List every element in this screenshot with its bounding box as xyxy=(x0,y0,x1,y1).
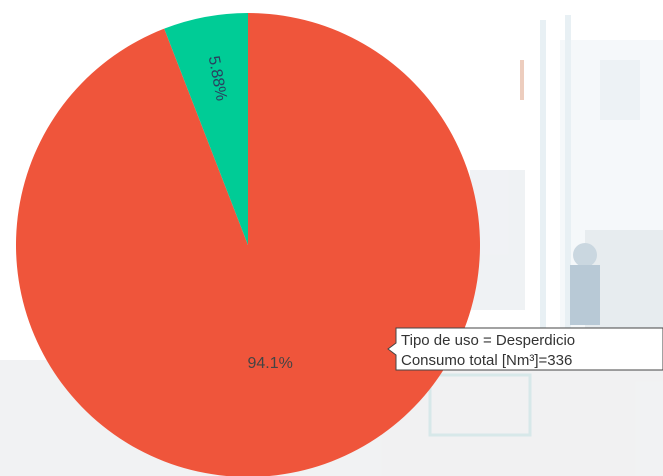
screen: 94.1%5.88% Tipo de uso = Desperdicio Con… xyxy=(0,0,663,476)
pie: 94.1%5.88% xyxy=(16,13,480,476)
tooltip-line: Tipo de uso = Desperdicio xyxy=(401,332,575,349)
slice-label: 94.1% xyxy=(247,355,292,372)
tooltip-line: Consumo total [Nm³]=336 xyxy=(401,352,572,369)
tooltip: Tipo de uso = Desperdicio Consumo total … xyxy=(388,328,663,370)
